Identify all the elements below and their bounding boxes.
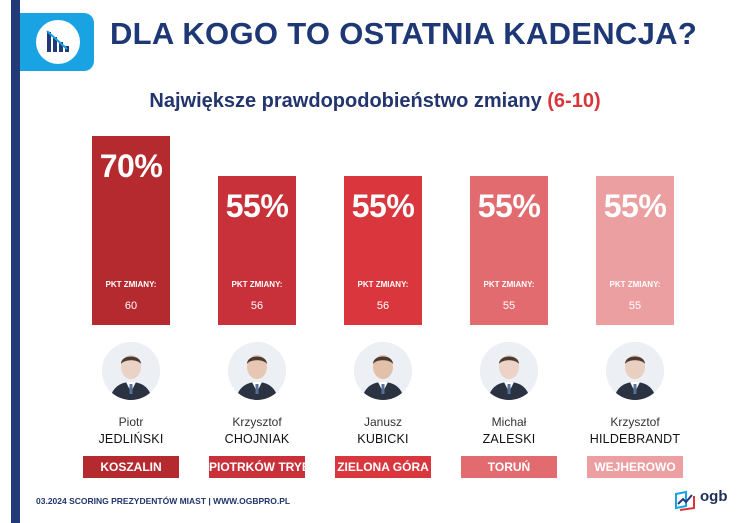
candidate-last-name: JEDLIŃSKI <box>98 432 164 446</box>
avatar <box>480 342 538 400</box>
bar-value-label: 55% <box>225 188 289 224</box>
candidate-last-name: ZALESKI <box>482 432 536 446</box>
bar-koszalin: 70% PKT ZMIANY: 60 <box>92 136 170 325</box>
points-label: PKT ZMIANY: <box>357 280 409 289</box>
person-portrait-icon <box>480 342 538 400</box>
subtitle-range: (6-10) <box>547 90 601 112</box>
person-portrait-icon <box>606 342 664 400</box>
bar-piotrk-w-tryb-: 55% PKT ZMIANY: 56 <box>218 176 296 325</box>
footer-source: 03.2024 SCORING PREZYDENTÓW MIAST | WWW.… <box>36 496 291 506</box>
points-label: PKT ZMIANY: <box>483 280 535 289</box>
points-label: PKT ZMIANY: <box>105 280 157 289</box>
candidate-first-name: Krzysztof <box>610 415 660 429</box>
city-badge: KOSZALIN <box>83 456 179 478</box>
brand-text: ogb <box>700 488 728 505</box>
city-badge: PIOTRKÓW TRYB. <box>209 456 314 478</box>
candidate-last-name: KUBICKI <box>357 432 409 446</box>
subtitle-text: Największe prawdopodobieństwo zmiany <box>149 90 542 112</box>
bar-zielona-g-ra: 55% PKT ZMIANY: 56 <box>344 176 422 325</box>
page-title: DLA KOGO TO OSTATNIA KADENCJA? <box>110 16 698 51</box>
points-label: PKT ZMIANY: <box>231 280 283 289</box>
candidate-first-name: Krzysztof <box>232 415 282 429</box>
points-label: PKT ZMIANY: <box>609 280 661 289</box>
chart-down-icon <box>36 20 80 64</box>
points-value: 56 <box>376 300 390 312</box>
avatar <box>606 342 664 400</box>
bar-value-label: 70% <box>99 148 163 184</box>
bar-value-label: 55% <box>603 188 667 224</box>
avatar <box>228 342 286 400</box>
header-logo-box <box>20 13 94 71</box>
city-badge: ZIELONA GÓRA <box>335 456 431 478</box>
candidate-first-name: Janusz <box>363 415 403 429</box>
candidate-first-name: Michał <box>491 415 527 429</box>
person-portrait-icon <box>354 342 412 400</box>
candidate-last-name: HILDEBRANDT <box>589 432 681 446</box>
points-value: 55 <box>502 300 516 312</box>
bar-toru-: 55% PKT ZMIANY: 55 <box>470 176 548 325</box>
points-value: 55 <box>628 300 642 312</box>
city-badge: TORUŃ <box>461 456 557 478</box>
points-value: 56 <box>250 300 264 312</box>
person-portrait-icon <box>102 342 160 400</box>
bar-value-label: 55% <box>351 188 415 224</box>
avatar <box>354 342 412 400</box>
points-value: 60 <box>124 300 138 312</box>
bar-value-label: 55% <box>477 188 541 224</box>
bar-wejherowo: 55% PKT ZMIANY: 55 <box>596 176 674 325</box>
candidate-first-name: Piotr <box>118 415 144 429</box>
avatar <box>102 342 160 400</box>
city-badge: WEJHEROWO <box>587 456 683 478</box>
left-accent-rail <box>11 0 20 523</box>
ogb-logo-icon <box>672 488 698 519</box>
candidate-last-name: CHOJNIAK <box>224 432 290 446</box>
chart-subtitle: Największe prawdopodobieństwo zmiany (6-… <box>0 90 750 113</box>
person-portrait-icon <box>228 342 286 400</box>
